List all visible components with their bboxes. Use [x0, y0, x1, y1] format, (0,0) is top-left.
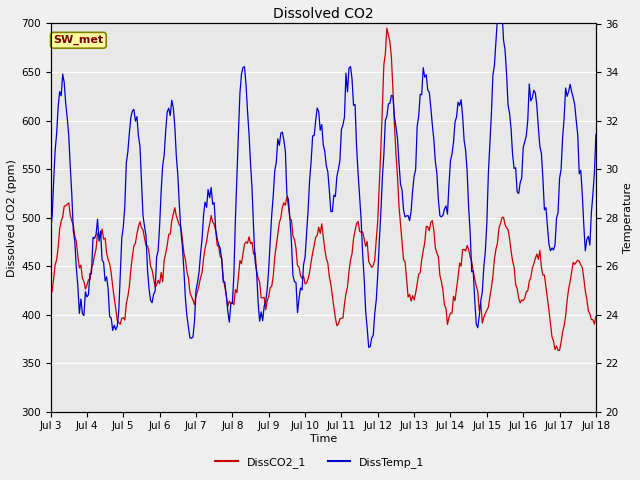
Title: Dissolved CO2: Dissolved CO2	[273, 7, 374, 21]
Text: SW_met: SW_met	[53, 35, 104, 46]
Y-axis label: Dissolved CO2 (ppm): Dissolved CO2 (ppm)	[7, 159, 17, 276]
Y-axis label: Temperature: Temperature	[623, 182, 633, 253]
Legend: DissCO2_1, DissTemp_1: DissCO2_1, DissTemp_1	[211, 452, 429, 472]
X-axis label: Time: Time	[310, 434, 337, 444]
